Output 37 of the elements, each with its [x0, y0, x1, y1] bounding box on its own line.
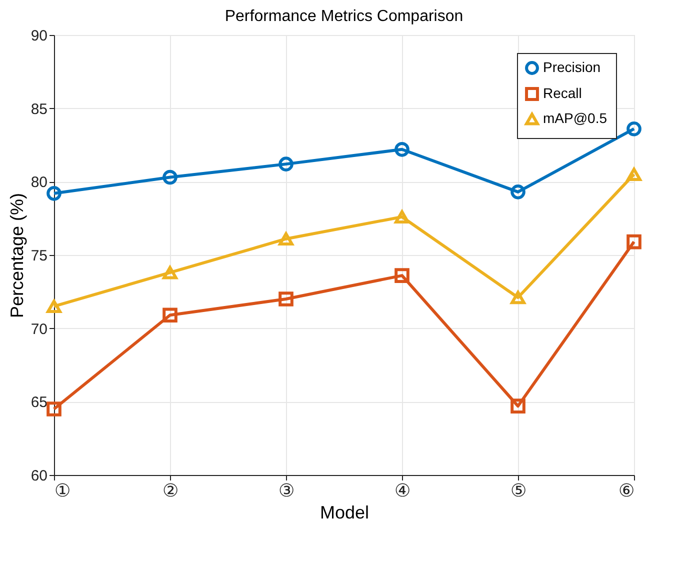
point: [626, 234, 642, 250]
y-tick-label: 75: [30, 248, 48, 264]
x-tick-label: ②: [162, 480, 178, 502]
x-tick-label: ③: [278, 480, 294, 502]
y-axis-title: Percentage (%): [6, 192, 27, 318]
y-tick-label: 80: [30, 174, 48, 192]
point: [510, 398, 526, 414]
point: [46, 402, 62, 416]
point: [394, 142, 410, 157]
legend-label: Recall: [543, 85, 582, 101]
x-tick-label: ④: [394, 480, 410, 502]
point: [46, 300, 62, 313]
y-tick-label: 65: [30, 394, 48, 412]
legend-label: mAP@0.5: [543, 110, 608, 126]
y-tick-label: 85: [30, 100, 48, 118]
point: [162, 170, 178, 185]
point: [46, 186, 62, 201]
legend-label: Precision: [543, 59, 601, 75]
x-tick-label: ⑤: [510, 480, 526, 502]
point: [626, 168, 642, 181]
x-tick-label: ①: [54, 480, 70, 502]
point: [278, 156, 294, 172]
point: [162, 308, 178, 323]
x-tick-label: ⑥: [618, 480, 634, 502]
point: [626, 121, 642, 136]
y-tick-label: 70: [30, 320, 48, 338]
chart-title: Performance Metrics Comparison: [224, 8, 464, 25]
point: [162, 266, 178, 280]
x-axis-title: Model: [320, 502, 370, 522]
y-tick-label: 60: [30, 468, 48, 484]
point: [394, 268, 410, 283]
point: [394, 210, 410, 224]
point: [510, 184, 526, 200]
point: [278, 292, 294, 306]
point: [278, 232, 294, 246]
y-tick-label: 90: [30, 28, 48, 44]
point: [510, 290, 526, 304]
